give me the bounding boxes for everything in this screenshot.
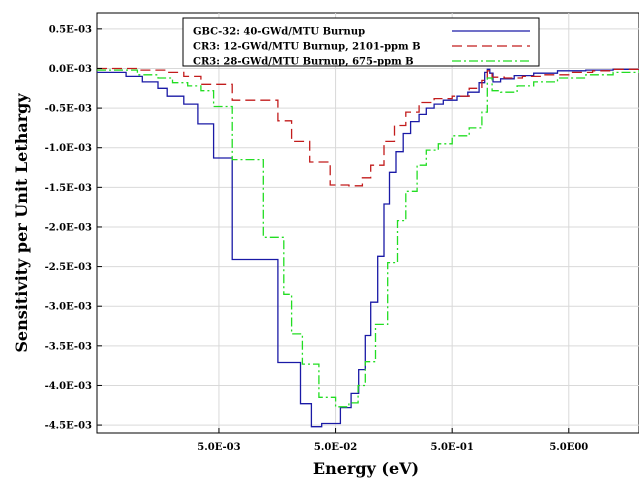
series-line-1: [97, 68, 639, 428]
legend-label-1: GBC-32: 40-GWd/MTU Burnup: [193, 27, 365, 38]
y-tick-label: -3.0E-03: [45, 302, 92, 313]
legend-label-3: CR3: 28-GWd/MTU Burnup, 675-ppm B: [193, 57, 414, 68]
y-tick-label: -1.0E-03: [45, 143, 92, 154]
y-tick-label: 0.0E-03: [49, 64, 92, 75]
y-tick-label: -0.5E-03: [45, 104, 92, 115]
y-tick-label: -2.0E-03: [45, 222, 92, 233]
legend: GBC-32: 40-GWd/MTU Burnup CR3: 12-GWd/MTU…: [182, 17, 540, 68]
x-tick-label: 5.0E00: [549, 442, 588, 453]
y-tick-label: -3.5E-03: [45, 341, 92, 352]
x-tick-label: 5.0E-03: [197, 442, 240, 453]
y-axis-ticks: 0.5E-03 0.0E-03 -0.5E-03 -1.0E-03 -1.5E-03 -2…: [45, 24, 102, 432]
y-tick-label: -4.5E-03: [45, 421, 92, 432]
x-tick-label: 5.0E-01: [431, 442, 474, 453]
series-line-2: [97, 67, 639, 187]
legend-box: [182, 17, 540, 67]
y-tick-label: -2.5E-03: [45, 262, 92, 273]
series-lines: [97, 67, 639, 428]
plot-area: [96, 12, 639, 434]
x-tick-label: 5.0E-02: [314, 442, 357, 453]
y-tick-label: -1.5E-03: [45, 183, 92, 194]
y-axis-title: Sensitivity per Unit Lethargy: [12, 93, 31, 353]
legend-label-2: CR3: 12-GWd/MTU Burnup, 2101-ppm B: [193, 42, 421, 53]
series-line-3: [97, 69, 639, 408]
x-axis-title: Energy (eV): [313, 459, 419, 478]
y-tick-label: -4.0E-03: [45, 381, 92, 392]
grid: [97, 13, 639, 433]
y-tick-label: 0.5E-03: [49, 24, 92, 35]
x-axis-ticks: 5.0E-03 5.0E-02 5.0E-01 5.0E00: [197, 428, 588, 453]
